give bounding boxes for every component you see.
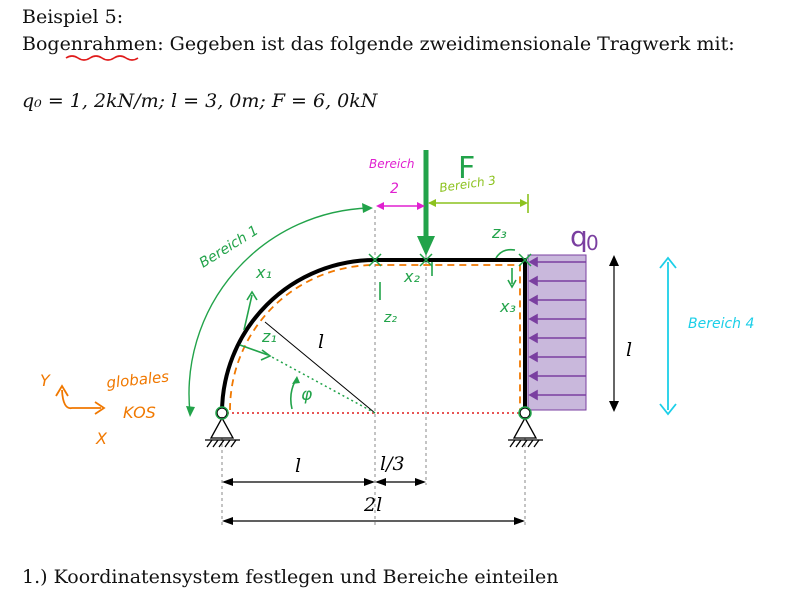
bereich4-label: Bereich 4 [688, 316, 754, 332]
arch-frame [220, 258, 527, 414]
given-values: q₀ = 1, 2kN/m; l = 3, 0m; F = 6, 0kN [22, 90, 378, 112]
bereich2-arrow-right [417, 202, 425, 210]
intro-text: Bogenrahmen: Gegeben ist das folgende zw… [22, 33, 735, 55]
bereich4-arrow-bottom [659, 403, 677, 416]
angle-line [269, 355, 376, 414]
intro-prefix: Bogen [22, 33, 84, 55]
z1-label: z₁ [261, 327, 277, 346]
load-label-q: q [570, 220, 588, 253]
bereich1-arrow-end [362, 203, 373, 213]
bereich3-arrow-left [428, 199, 436, 207]
left-support [205, 407, 240, 448]
z3-label: z₃ [491, 223, 507, 242]
right-support [508, 407, 543, 448]
height-arrow-top [609, 255, 619, 266]
bereich4-arrow-top [659, 256, 677, 269]
bereich3-arrow-right [520, 199, 528, 207]
dim-l3-label: l/3 [380, 453, 405, 475]
load-label-q-sub: 0 [586, 231, 599, 255]
dim-l3-arrow-right [415, 478, 426, 486]
dim-2l-arrow-left [222, 517, 233, 525]
global-kos-label-1: globales [106, 367, 171, 391]
bereich2-label-b: 2 [390, 181, 399, 197]
radius-label: l [318, 331, 324, 353]
x2-label: x₂ [403, 267, 420, 286]
red-underline [65, 55, 139, 61]
global-axis-x-label: X [95, 429, 108, 448]
global-kos-label-2: KOS [123, 403, 156, 422]
intro-underlined: rahmen [83, 33, 158, 55]
height-arrow-bottom [609, 401, 619, 412]
x1-label: x₁ [255, 263, 272, 282]
radius-line [264, 321, 376, 414]
dim-l-arrow-right [364, 478, 375, 486]
dim-l-label: l [295, 455, 301, 477]
dim-2l-label: 2l [363, 494, 382, 516]
global-axis-y-arrowhead [55, 384, 69, 397]
bereich1-label: Bereich 1 [197, 223, 262, 272]
bereich3-label: Bereich 3 [438, 173, 496, 195]
angle-arrowhead [292, 376, 300, 384]
example-heading: Beispiel 5: [22, 6, 124, 28]
bereich1-arrow-start [186, 406, 195, 417]
force-arrowhead [417, 236, 435, 256]
height-label: l [626, 339, 632, 361]
task-text: 1.) Koordinatensystem festlegen und Bere… [22, 566, 559, 588]
dim-l-arrow-left [222, 478, 233, 486]
x3-label: x₃ [499, 297, 516, 316]
dim-l3-arrow-left [375, 478, 386, 486]
global-axis-y-label: Y [40, 371, 51, 390]
dim-2l-arrow-right [514, 517, 525, 525]
load-arrows [528, 256, 586, 401]
force-label: F [458, 151, 475, 186]
fibre-line [229, 264, 521, 411]
bereich2-label-a: Bereich [369, 157, 414, 171]
global-axis-x [61, 389, 101, 410]
section-points [215, 253, 532, 420]
local-axis-arrows [239, 248, 517, 361]
intro-rest: : Gegeben ist das folgende zweidimension… [157, 33, 735, 55]
bereich2-arrow-left [376, 202, 384, 210]
phi-label: φ [301, 385, 313, 405]
z2-label: z₂ [383, 310, 397, 326]
bereich1-arc [188, 207, 370, 414]
global-axis-x-arrowhead [94, 401, 106, 415]
